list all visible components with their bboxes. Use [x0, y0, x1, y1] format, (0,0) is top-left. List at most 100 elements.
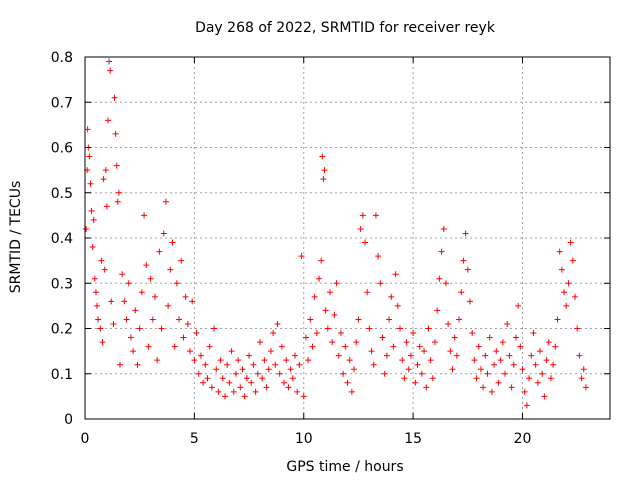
data-point [504, 320, 511, 327]
data-point [348, 388, 355, 395]
data-point [204, 375, 211, 382]
data-point [259, 375, 266, 382]
data-point [311, 293, 318, 300]
chart-title: Day 268 of 2022, SRMTID for receiver rey… [195, 20, 496, 36]
data-point [316, 275, 323, 282]
data-point [287, 366, 294, 373]
data-point [99, 339, 106, 346]
x-tick-label: 20 [514, 431, 532, 447]
data-point [410, 330, 417, 337]
x-tick-label: 0 [81, 431, 90, 447]
data-point [340, 370, 347, 377]
data-point [550, 361, 557, 368]
data-point [97, 325, 104, 332]
data-point [554, 316, 561, 323]
y-tick-label: 0.6 [51, 141, 73, 157]
data-point [302, 334, 309, 341]
data-point [530, 330, 537, 337]
x-tick-label: 5 [190, 431, 199, 447]
data-point [547, 375, 554, 382]
data-point [574, 325, 581, 332]
data-point [515, 302, 522, 309]
data-point [495, 379, 502, 386]
data-point [473, 375, 480, 382]
data-point [267, 348, 274, 355]
data-point [149, 316, 156, 323]
y-tick-label: 0.7 [51, 95, 73, 111]
data-point [298, 253, 305, 260]
data-point [111, 94, 118, 101]
data-point [434, 307, 441, 314]
data-point [464, 266, 471, 273]
data-point [407, 352, 414, 359]
data-point [252, 388, 259, 395]
data-point [143, 262, 150, 269]
data-point [107, 67, 114, 74]
data-point [103, 203, 110, 210]
data-point [456, 316, 463, 323]
data-point [565, 280, 572, 287]
data-point [491, 361, 498, 368]
data-point [580, 366, 587, 373]
data-point [112, 130, 119, 137]
y-tick-label: 0.4 [51, 231, 73, 247]
data-point [497, 357, 504, 364]
data-point [429, 375, 436, 382]
data-point [377, 280, 384, 287]
data-point [324, 325, 331, 332]
data-point [119, 271, 126, 278]
data-point [300, 393, 307, 400]
data-point [100, 176, 107, 183]
data-point [486, 334, 493, 341]
x-axis-label: GPS time / hours [286, 459, 403, 475]
data-point [569, 257, 576, 264]
data-point [344, 379, 351, 386]
data-point [421, 348, 428, 355]
data-point [337, 330, 344, 337]
data-point [397, 325, 403, 332]
data-point [248, 379, 255, 386]
data-point [228, 348, 235, 355]
data-point [138, 289, 145, 296]
data-point [272, 361, 279, 368]
data-point [451, 334, 458, 341]
data-point [127, 334, 134, 341]
data-point [243, 375, 250, 382]
data-point [528, 352, 535, 359]
data-point [84, 126, 91, 133]
data-point [215, 388, 222, 395]
data-point [241, 393, 248, 400]
data-point [388, 293, 395, 300]
data-point [309, 343, 316, 350]
data-point [523, 402, 530, 409]
data-point [471, 357, 478, 364]
data-point [357, 225, 364, 232]
data-point [346, 357, 353, 364]
data-point [329, 339, 336, 346]
data-point [202, 361, 209, 368]
data-point [114, 198, 121, 205]
data-point [230, 388, 237, 395]
data-point [432, 339, 438, 346]
data-point [98, 257, 105, 264]
data-point [169, 239, 176, 246]
data-point [534, 379, 541, 386]
data-point [237, 384, 244, 391]
data-point [125, 280, 132, 287]
data-point [123, 316, 130, 323]
data-point [399, 357, 406, 364]
data-point [438, 248, 445, 255]
data-point [274, 320, 281, 327]
data-point [171, 343, 178, 350]
data-point [412, 379, 419, 386]
y-tick-label: 0.1 [51, 367, 73, 383]
data-point [102, 167, 109, 174]
data-point [195, 370, 202, 377]
data-point [217, 357, 224, 364]
data-point [296, 361, 303, 368]
data-point [283, 357, 290, 364]
data-point [184, 320, 191, 327]
data-point [117, 361, 123, 368]
data-point [558, 266, 565, 273]
